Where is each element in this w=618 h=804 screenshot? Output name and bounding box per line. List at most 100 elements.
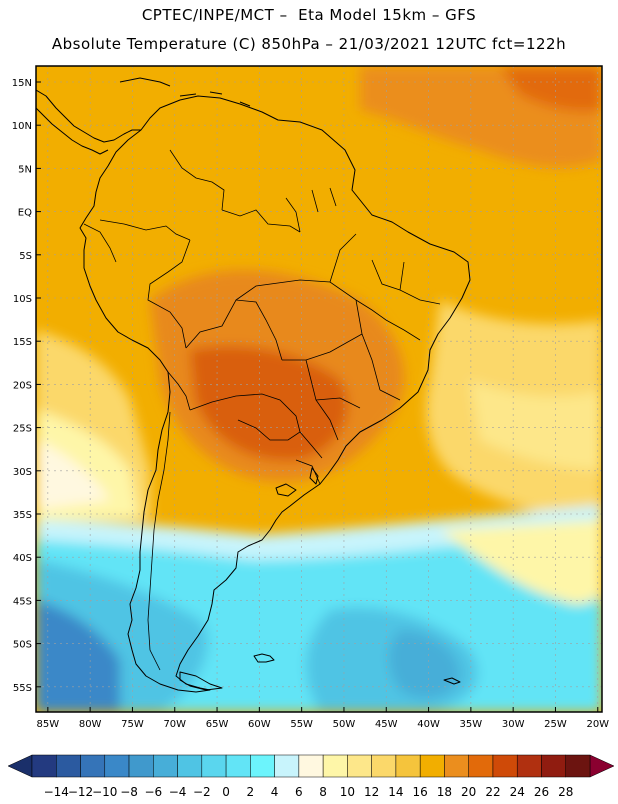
colorbar-label: 16 <box>413 785 428 799</box>
colorbar-label: −12 <box>68 785 93 799</box>
colorbar-swatch <box>395 754 421 778</box>
lat-tick-label: 40S <box>13 553 32 564</box>
colorbar-swatch <box>177 754 203 778</box>
falkland-islands <box>253 653 275 663</box>
border-venezuela-brazil <box>221 209 301 233</box>
lat-tick-label: 5N <box>18 164 32 175</box>
colorbar-swatch <box>153 754 178 778</box>
lat-tick-label: 10S <box>13 294 32 305</box>
colorbar-swatch <box>444 754 469 778</box>
lat-tick-label: 25S <box>13 424 32 435</box>
caribbean-islands <box>119 77 251 107</box>
border-ecuador <box>83 223 117 263</box>
colorbar-label: 14 <box>388 785 403 799</box>
map-subtitle: Absolute Temperature (C) 850hPa – 21/03/… <box>51 35 567 53</box>
colorbar-label: −2 <box>193 785 211 799</box>
lat-tick-label: 5S <box>19 251 32 262</box>
graticule <box>36 66 602 712</box>
lat-tick-label: 35S <box>13 510 32 521</box>
colorbar-swatch <box>31 754 57 778</box>
lon-tick-label: 40W <box>417 719 440 730</box>
colorbar-label: 18 <box>437 785 452 799</box>
map-frame <box>35 65 603 713</box>
colorbar-swatch <box>128 754 154 778</box>
brazil-state-borders <box>235 233 441 441</box>
field-hot-atlantic <box>500 66 602 112</box>
lon-tick-label: 65W <box>206 719 229 730</box>
colorbar-swatch <box>56 754 81 778</box>
lon-tick-label: 80W <box>79 719 102 730</box>
border-bolivia-chile <box>167 371 191 411</box>
longitude-labels: 85W 80W 75W 70W 65W 60W 55W 50W 45W 40W 35W 30W 25W 2… <box>37 707 609 730</box>
lat-tick-label: 20S <box>13 380 32 391</box>
field-colder-pacific <box>36 600 120 712</box>
colorbar-swatch <box>274 754 300 778</box>
colorbar-label: 28 <box>558 785 573 799</box>
colorbar-label: −8 <box>120 785 138 799</box>
lon-tick-label: 85W <box>37 719 60 730</box>
coastlines <box>36 77 471 693</box>
colorbar: −14−12−10 −8 −6 −4 −2 0 2 4 6 8 10 12 14 16 18 20 22 24 26… <box>7 754 615 799</box>
lon-tick-label: 45W <box>375 719 398 730</box>
colorbar-label: 26 <box>534 785 549 799</box>
lat-tick-label: 55S <box>13 683 32 694</box>
lon-tick-label: 25W <box>544 719 567 730</box>
colorbar-swatch <box>541 754 566 778</box>
lat-tick-label: 15S <box>13 337 32 348</box>
colorbar-swatch <box>80 754 106 778</box>
colorbar-swatch <box>492 754 518 778</box>
latitude-labels: 15N 10N 5N EQ 5S 10S 15S 20S 25S 30S 35S 40S 45S 50S 5… <box>12 78 41 694</box>
colorbar-label: −6 <box>144 785 162 799</box>
field-atlantic-tongue <box>440 520 602 605</box>
lon-tick-label: 20W <box>586 719 609 730</box>
colorbar-right-arrow <box>589 754 615 778</box>
lat-tick-label: 30S <box>13 467 32 478</box>
colorbar-label: 4 <box>271 785 279 799</box>
colorbar-swatch <box>419 754 445 778</box>
colorbar-swatch <box>565 754 591 778</box>
colorbar-left-arrow <box>7 754 33 778</box>
colorbar-label: 0 <box>222 785 230 799</box>
lat-tick-label: 45S <box>13 596 32 607</box>
colorbar-label: 20 <box>461 785 476 799</box>
south-america-coastline <box>79 95 471 693</box>
colorbar-label: −14 <box>44 785 69 799</box>
central-america-pacific-coast <box>36 107 109 155</box>
field-mild-atlantic-2 <box>470 380 602 470</box>
field-hot-core <box>190 346 348 461</box>
colorbar-label: 2 <box>247 785 255 799</box>
colorbar-swatch <box>225 754 251 778</box>
colorbar-swatch <box>250 754 275 778</box>
lon-tick-label: 75W <box>121 719 144 730</box>
lon-tick-label: 60W <box>248 719 271 730</box>
colorbar-swatch <box>322 754 348 778</box>
colorbar-swatch <box>104 754 130 778</box>
lat-tick-label: 10N <box>12 121 32 132</box>
rio-de-la-plata <box>275 483 297 497</box>
lat-tick-label: EQ <box>18 208 32 219</box>
lagoa-dos-patos <box>309 467 319 485</box>
temperature-field <box>36 66 602 712</box>
colorbar-swatch <box>298 754 324 778</box>
colorbar-label: 24 <box>510 785 525 799</box>
map-title: CPTEC/INPE/MCT – Eta Model 15km – GFS <box>141 6 477 24</box>
central-america-coastline <box>36 89 141 143</box>
border-guianas <box>285 187 337 233</box>
tierra-del-fuego <box>179 671 223 691</box>
border-paraguay <box>189 393 301 441</box>
colorbar-label: 6 <box>295 785 303 799</box>
colorbar-label: 8 <box>319 785 327 799</box>
lon-tick-label: 35W <box>460 719 483 730</box>
field-cream-pacific <box>36 440 110 510</box>
lon-tick-label: 50W <box>333 719 356 730</box>
colorbar-label: −4 <box>169 785 187 799</box>
colorbar-label: −10 <box>92 785 117 799</box>
colorbar-swatch <box>347 754 372 778</box>
field-cold-vortex <box>388 630 460 699</box>
colorbar-swatch <box>371 754 397 778</box>
colorbar-label: 12 <box>364 785 379 799</box>
colorbar-swatch <box>516 754 542 778</box>
south-georgia-island <box>443 677 461 685</box>
